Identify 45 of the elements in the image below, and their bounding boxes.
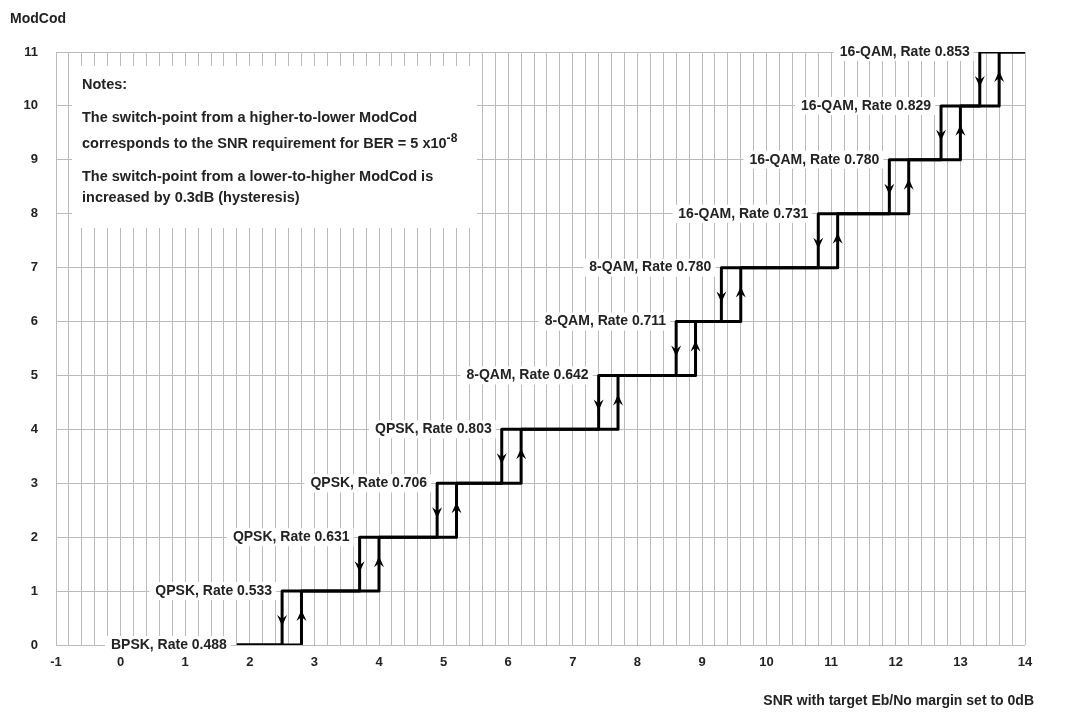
annotation: The switch-point from a lower-to-higher ModCod is increased by 0.3dB (hysteresis) — [82, 166, 435, 207]
annotation: 16-QAM, Rate 0.853 — [839, 42, 970, 59]
annotation: The switch-point from a higher-to-lower ModCod corresponds to the SNR requirement for BER = 5 x10$^{-8}$ — [82, 108, 459, 153]
x-tick-label: 11 — [824, 654, 839, 670]
y-axis-title: ModCod — [10, 10, 66, 26]
y-tick-label: 8 — [30, 205, 38, 221]
x-tick-label: 10 — [759, 654, 774, 670]
x-axis-title: SNR with target Eb/No margin set to 0dB — [763, 692, 1034, 708]
annotation: 16-QAM, Rate 0.731 — [678, 204, 809, 221]
y-tick-label: 11 — [24, 43, 38, 59]
y-tick-label: 3 — [30, 474, 38, 490]
annotation: BPSK, Rate 0.488 — [110, 635, 228, 652]
annotation: QPSK, Rate 0.631 — [232, 528, 350, 545]
annotation: QPSK, Rate 0.706 — [310, 474, 428, 491]
annotation: 8-QAM, Rate 0.642 — [466, 366, 589, 383]
x-tick-label: 0 — [116, 654, 125, 670]
x-tick-label: 14 — [1017, 654, 1033, 670]
y-tick-label: 5 — [30, 367, 38, 383]
x-tick-label: 8 — [633, 654, 642, 670]
x-tick-label: 1 — [181, 654, 189, 670]
annotation: Notes: — [82, 75, 129, 94]
y-tick-label: 2 — [30, 528, 38, 544]
x-tick-label: 3 — [310, 654, 319, 670]
x-tick-label: 2 — [246, 654, 254, 670]
y-tick-label: 10 — [23, 97, 38, 113]
annotation: 8-QAM, Rate 0.780 — [589, 258, 712, 275]
annotation: 16-QAM, Rate 0.780 — [749, 150, 880, 167]
x-tick-label: 12 — [888, 654, 904, 670]
annotation: 16-QAM, Rate 0.829 — [801, 96, 932, 113]
x-tick-label: 7 — [569, 654, 577, 670]
x-tick-label: 6 — [504, 654, 512, 670]
y-tick-label: 4 — [30, 420, 39, 436]
x-tick-label: -1 — [50, 654, 62, 670]
x-tick-label: 4 — [375, 654, 384, 670]
annotation: QPSK, Rate 0.803 — [375, 420, 492, 437]
annotation: QPSK, Rate 0.533 — [155, 581, 273, 598]
x-tick-label: 5 — [439, 654, 448, 670]
annotation: 8-QAM, Rate 0.711 — [544, 312, 667, 329]
y-tick-label: 1 — [30, 582, 38, 598]
y-tick-label: 6 — [30, 313, 38, 329]
y-tick-label: 9 — [30, 151, 38, 167]
x-tick-label: 13 — [953, 654, 968, 670]
y-tick-label: 7 — [30, 259, 38, 275]
y-tick-label: 0 — [30, 636, 38, 652]
x-tick-label: 9 — [698, 654, 706, 670]
